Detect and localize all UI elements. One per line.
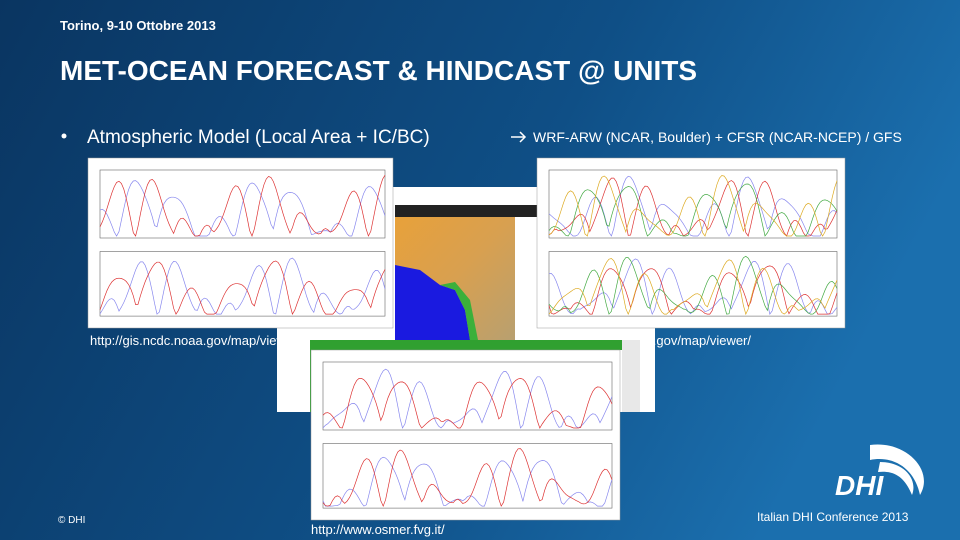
title: MET-OCEAN FORECAST & HINDCAST @ UNITS: [60, 55, 697, 86]
chart-image: [536, 157, 846, 329]
date: Torino, 9-10 Ottobre 2013: [60, 18, 216, 33]
chart-image: [87, 157, 394, 329]
plot-line: [548, 255, 838, 315]
image-frame: [310, 349, 621, 521]
image-frame: [536, 157, 846, 329]
plot-line: [548, 265, 838, 315]
source-bottom: http://www.osmer.fvg.it/: [311, 522, 445, 537]
plot-line: [99, 257, 386, 315]
plot-frame: [99, 169, 386, 239]
plot-line: [548, 258, 838, 316]
bullet-detail: WRF-ARW (NCAR, Boulder) + CFSR (NCAR-NCE…: [533, 129, 902, 145]
plot-line: [548, 175, 838, 237]
bullet-dot: [61, 133, 67, 139]
plot-line: [99, 260, 386, 315]
plot-line: [99, 175, 386, 237]
plot-frame: [99, 251, 386, 317]
plot-line: [322, 448, 613, 508]
arrow: [511, 131, 527, 143]
bullet-text: Atmospheric Model (Local Area + IC/BC): [87, 127, 430, 148]
dhi-logo: DHI: [835, 444, 924, 501]
chart-image: [310, 349, 621, 521]
plot-frame: [322, 361, 613, 431]
plot-frame: [548, 169, 838, 239]
plot-line: [548, 177, 838, 237]
plot-frame: [548, 251, 838, 317]
plot-line: [99, 180, 386, 237]
conference: Italian DHI Conference 2013: [757, 510, 909, 524]
source-left: http://gis.ncdc.noaa.gov/map/viewer/: [90, 333, 301, 348]
logo-text: DHI: [835, 470, 884, 501]
plot-line: [322, 377, 613, 429]
image-frame: [87, 157, 394, 329]
plot-line: [548, 183, 838, 237]
copyright: © DHI: [58, 515, 85, 526]
plot-frame: [322, 443, 613, 509]
plot-line: [322, 456, 613, 507]
